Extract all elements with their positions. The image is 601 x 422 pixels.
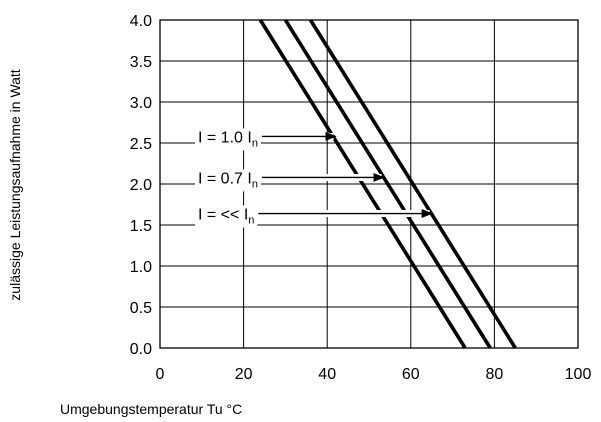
x-axis-label: Umgebungstemperatur Tu °C xyxy=(60,401,242,417)
y-tick-label-1: 0.5 xyxy=(130,300,152,317)
annotation-label-3: I = << In xyxy=(198,207,254,227)
y-tick-label-3: 1.5 xyxy=(130,218,152,235)
annotation-label-2: I = 0.7 In xyxy=(198,170,258,190)
y-tick-label-6: 3.0 xyxy=(130,95,152,112)
annotation-background-3 xyxy=(195,205,258,228)
annotation-subscript-2: n xyxy=(252,178,258,190)
x-tick-label-0: 0 xyxy=(156,366,165,383)
y-tick-label-4: 2.0 xyxy=(130,177,152,194)
y-tick-label-5: 2.5 xyxy=(130,136,152,153)
annotation-subscript-3: n xyxy=(248,215,254,227)
series-line-3 xyxy=(308,19,517,349)
y-axis-label: zulässige Leistungsaufnahme in Watt xyxy=(7,69,23,301)
annotation-subscript-1: n xyxy=(252,137,258,149)
y-tick-labels: 0.0 0.5 1.0 1.5 2.0 2.5 3.0 3.5 4.0 xyxy=(130,13,152,358)
x-tick-labels: 0 20 40 60 80 100 xyxy=(156,366,592,383)
y-tick-label-0: 0.0 xyxy=(130,341,152,358)
y-tick-label-8: 4.0 xyxy=(130,13,152,30)
plot-border xyxy=(159,19,579,349)
y-tick-label-7: 3.5 xyxy=(130,54,152,71)
annotation-main-1: I = 1.0 I xyxy=(198,129,252,146)
series-line-1 xyxy=(258,19,467,349)
annotation-layer: I = 1.0 InI = 0.7 InI = << In xyxy=(195,128,433,228)
x-tick-label-2: 40 xyxy=(318,366,336,383)
series-line-2 xyxy=(283,19,492,349)
annotation-main-3: I = << I xyxy=(198,207,248,224)
y-tick-label-2: 1.0 xyxy=(130,259,152,276)
x-tick-label-3: 60 xyxy=(402,366,420,383)
annotation-label-1: I = 1.0 In xyxy=(198,129,258,149)
annotation-main-2: I = 0.7 I xyxy=(198,170,252,187)
x-tick-label-1: 20 xyxy=(235,366,253,383)
series-layer xyxy=(258,19,517,349)
x-tick-label-4: 80 xyxy=(486,366,504,383)
annotation-background-1 xyxy=(195,128,261,151)
annotation-background-2 xyxy=(195,169,261,192)
x-tick-label-5: 100 xyxy=(565,366,592,383)
plot-frame xyxy=(159,19,579,349)
